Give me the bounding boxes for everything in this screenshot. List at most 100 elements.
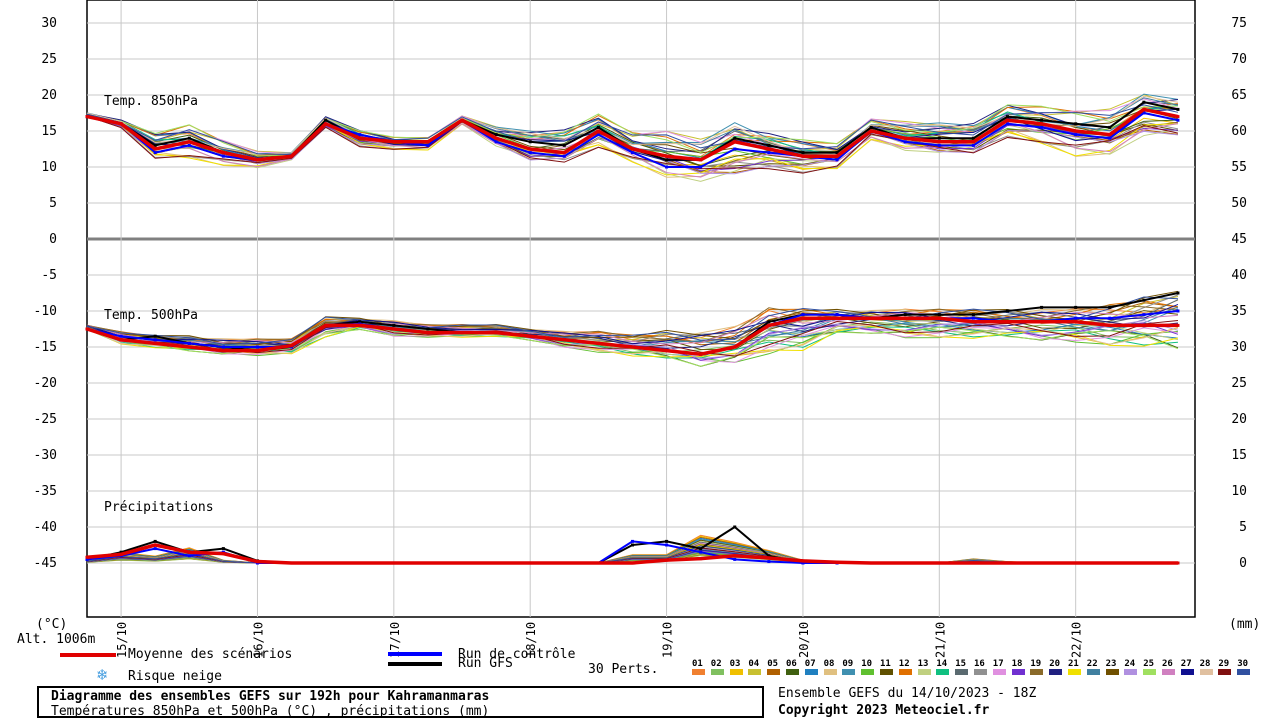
series-e00000-t850-point [1074,129,1078,133]
pert-legend-number: 18 [1011,659,1023,669]
pert-legend-number: 01 [692,659,703,669]
series-000000-t850-point [665,158,669,162]
series-0000ff-t500-point [187,341,191,345]
pert-legend-number: 12 [898,659,910,669]
series-e00000-t500-point [835,316,839,320]
series-0000ff-t850-point [767,151,771,155]
series-0000ff-t850-point [562,154,566,158]
pert-legend-swatch [1237,669,1251,675]
pert-29-t850-line [86,115,1179,174]
series-000000-t850-point [801,151,805,155]
right-tick-label: 55 [1231,160,1247,175]
series-e00000-t500-point [392,327,396,331]
series-e00000-t850-point [801,154,805,158]
series-e00000-precip-point [665,558,669,562]
series-0000ff-t850-point [665,165,669,169]
series-000000-t500-point [1176,291,1180,295]
series-000000-t850-point [733,136,737,140]
series-e00000-t850-point [562,151,566,155]
series-0000ff-t500-point [801,313,805,317]
date-label: 22/10 [1070,622,1084,658]
series-000000-t850-point [835,151,839,155]
series-0000ff-t850-point [596,133,600,137]
series-e00000-t500-point [85,327,89,331]
left-tick-label: 15 [41,124,57,139]
series-000000-t850-point [153,143,157,147]
series-e00000-t850-point [971,140,975,144]
series-e00000-t850-point [187,140,191,144]
pert-legend-swatch [1124,669,1138,675]
pert-12-t850-line [86,106,1178,156]
pert-legend-number: 05 [767,659,779,669]
series-e00000-precip-point [733,554,737,558]
pert-legend-number: 21 [1068,659,1079,669]
series-000000-precip-point [733,525,737,529]
series-e00000-t500-point [562,338,566,342]
left-tick-label: 10 [41,160,57,175]
series-000000-t850-point [1005,115,1009,119]
series-0000ff-t850-point [187,143,191,147]
series-000000-t500-point [971,313,975,317]
series-e00000-precip-point [255,560,259,564]
legend-mean-swatch [60,653,116,657]
series-e00000-precip-point [869,561,873,565]
snowflake-icon: ❄ [96,666,109,684]
series-000000-t850-point [324,118,328,122]
main-series [85,100,1180,565]
series-e00000-t500-point [596,341,600,345]
pert-25-t850-line [86,104,1178,157]
series-e00000-t850-point [119,122,123,126]
series-e00000-precip-point [835,560,839,564]
series-e00000-precip-point [290,561,294,565]
right-tick-label: 30 [1231,340,1247,355]
series-e00000-t850-point [1040,122,1044,126]
pert-23-t500-line [86,290,1179,345]
series-000000-t500-point [358,320,362,324]
pert-legend-swatch [786,669,799,675]
left-tick-label: 0 [49,232,57,247]
series-0000ff-t850-point [153,151,157,155]
right-tick-label: 45 [1231,232,1247,247]
series-e00000-t500-point [733,345,737,349]
series-0000ff-t500-point [153,338,157,342]
series-e00000-precip-point [1108,561,1112,565]
series-000000-t850-point [1074,122,1078,126]
pert-legend-number: 06 [786,659,797,669]
legend-snow-label: Risque neige [128,669,222,684]
series-000000-t500-point [1108,305,1112,309]
series-000000-precip-point [153,539,157,543]
series-e00000-t500-point [494,331,498,335]
pert-legend-number: 11 [880,659,891,669]
series-e00000-precip-point [903,561,907,565]
series-000000-precip-point [221,547,225,551]
right-tick-label: 35 [1231,304,1247,319]
series-000000-precip-point [767,554,771,558]
series-e00000-t850-point [392,140,396,144]
pert-legend-number: 29 [1218,659,1230,669]
series-e00000-t500-point [971,320,975,324]
pert-legend-number: 14 [936,659,948,669]
pert-legend-number: 15 [955,659,967,669]
pert-legend-swatch [767,669,781,675]
series-e00000-t850-point [1142,107,1146,111]
left-tick-label: -35 [34,484,57,499]
series-e00000-t850-point [358,136,362,140]
copyright: Copyright 2023 Meteociel.fr [778,703,990,718]
series-e00000-t500-point [119,338,123,342]
pert-legend-number: 17 [992,659,1004,669]
left-tick-label: -5 [41,268,57,283]
series-0000ff-t850-point [1040,125,1044,129]
series-e00000-t850-point [255,158,259,162]
series-0000ff-t850-point [1074,133,1078,137]
series-e00000-t500-point [324,323,328,327]
series-0000ff-t500-point [119,334,123,338]
series-e00000-t500-point [1040,320,1044,324]
pert-legend-swatch [1086,669,1100,675]
pert-legend-swatch [1143,669,1157,675]
series-000000-t850-point [869,125,873,129]
right-tick-label: 50 [1231,196,1247,211]
series-000000-precip-point [630,543,634,547]
series-0000ff-t850-point [1005,122,1009,126]
run-info: Ensemble GEFS du 14/10/2023 - 18Z [778,686,1037,701]
